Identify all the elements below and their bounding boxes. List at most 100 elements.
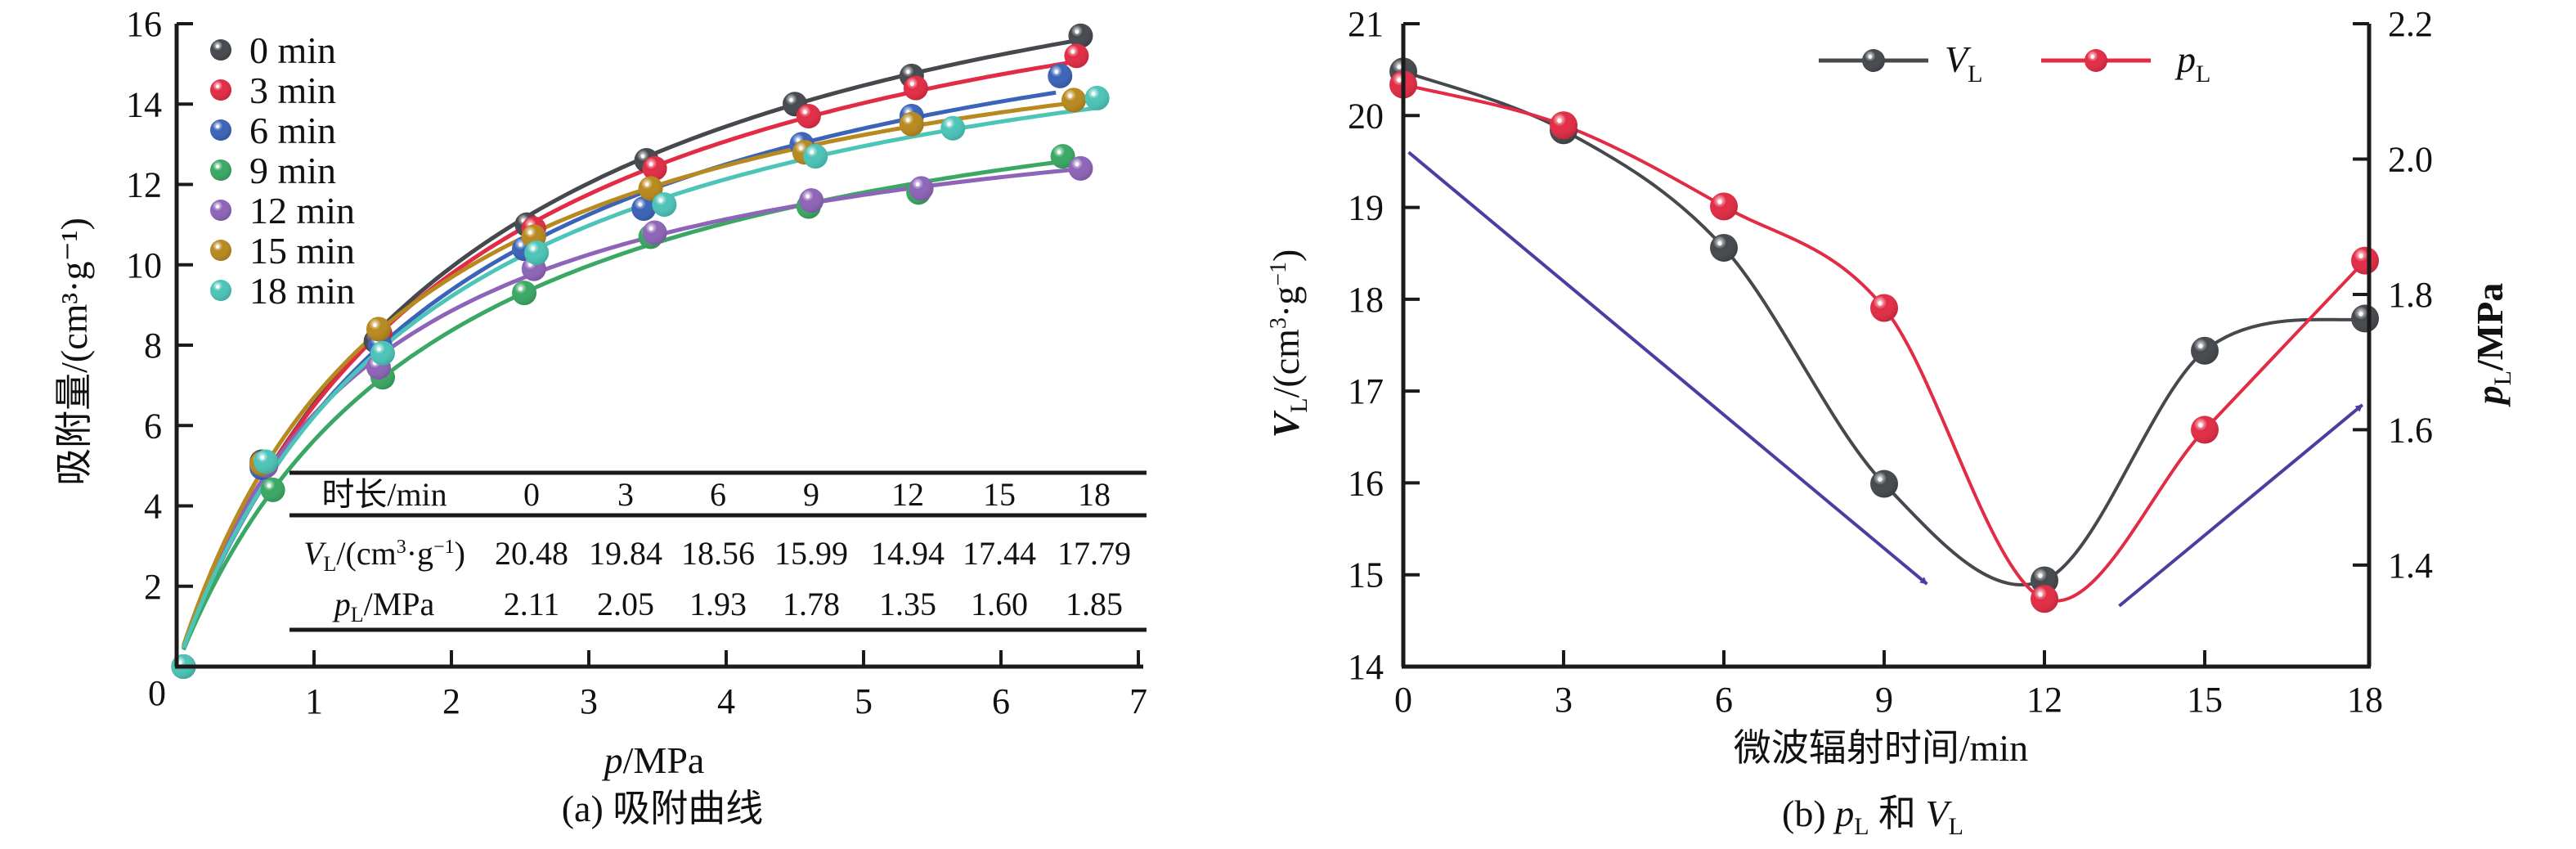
a-point-18-min	[940, 115, 966, 141]
b-caption: (b) pL 和 VL	[1782, 793, 1963, 840]
b-right-y-tick-label: 1.8	[2388, 275, 2433, 315]
trend-arrow-decreasing	[1407, 150, 1928, 586]
a-point-15-min	[638, 176, 663, 201]
b-point-VL	[2351, 304, 2379, 333]
a-point-18-min	[652, 192, 677, 218]
legend-marker-6-min	[210, 119, 231, 141]
table-header-cell: 9	[803, 476, 819, 513]
b-point-pL	[1550, 111, 1577, 140]
b-point-pL	[1870, 294, 1898, 322]
legend-marker-9-min	[210, 159, 231, 181]
b-point-VL	[2191, 336, 2219, 365]
a-point-3-min	[642, 155, 667, 181]
a-x-tick-label: 7	[1129, 681, 1147, 721]
b-x-ticks: 0 3 6 9 12 15 18	[1394, 650, 2383, 720]
table-header-cell: 3	[617, 476, 634, 513]
legend-label-0-min: 0 min	[249, 29, 336, 71]
b-x-tick-label: 6	[1715, 680, 1733, 720]
legend-marker-15-min	[210, 240, 231, 261]
table-cell: 1.78	[783, 586, 840, 622]
a-point-18-min	[803, 144, 828, 169]
b-x-axis-title: 微波辐射时间/min	[1734, 727, 2028, 769]
legend-label-pL: pL	[2174, 38, 2210, 88]
b-point-pL	[2031, 585, 2058, 613]
legend-marker-18-min	[210, 280, 231, 301]
table-header-cell: 6	[710, 476, 726, 513]
legend-marker-VL	[1862, 49, 1885, 72]
a-y-tick-label: 8	[144, 326, 162, 366]
legend-marker-pL	[2085, 49, 2107, 72]
b-right-y-axis-title: pL/MPa	[2469, 283, 2516, 408]
a-y-tick-label: 10	[126, 245, 162, 285]
b-line-VL	[1402, 70, 2366, 586]
b-x-tick-label: 18	[2347, 680, 2383, 720]
b-point-pL	[2351, 246, 2379, 275]
a-y-tick-label: 4	[144, 487, 162, 527]
b-x-tick-label: 12	[2026, 680, 2062, 720]
table-cell: 1.60	[971, 586, 1028, 622]
panel-b: 14 15 16 17 18 19 20 21 1.4 1.6 1.8 2.0 2.2 0 3 6 9 12 1…	[1265, 4, 2516, 840]
a-y-tick-label: 2	[144, 567, 162, 607]
table-cell: 15.99	[774, 535, 848, 572]
legend-marker-0-min	[210, 39, 231, 61]
a-point-15-min	[366, 317, 391, 342]
b-left-y-tick-label: 21	[1348, 4, 1384, 44]
table-row-label: pL/MPa	[332, 586, 435, 627]
b-right-y-tick-label: 1.4	[2388, 546, 2433, 586]
trend-arrow-increasing	[2118, 403, 2364, 608]
table-cell: 20.48	[495, 535, 568, 572]
a-x-tick-label: 3	[580, 681, 598, 721]
b-left-y-tick-label: 17	[1348, 371, 1384, 411]
a-x-ticks: 0 1 2 3 4 5 6 7	[148, 650, 1147, 721]
b-point-VL	[1870, 469, 1898, 498]
a-point-15-min	[899, 111, 924, 137]
table-cell: 1.35	[879, 586, 936, 622]
table-header-cell: 15	[983, 476, 1016, 513]
legend-label-VL: VL	[1945, 38, 1982, 88]
a-point-12-min	[909, 176, 934, 201]
a-caption: (a) 吸附曲线	[562, 788, 764, 829]
a-point-18-min	[1084, 85, 1110, 110]
legend-marker-3-min	[210, 79, 231, 101]
table-header-cell: 12	[891, 476, 924, 513]
a-point-3-min	[1064, 43, 1089, 69]
a-x-tick-label: 1	[305, 681, 323, 721]
b-point-VL	[1710, 233, 1738, 262]
a-point-12-min	[1068, 155, 1093, 181]
b-left-y-ticks: 14 15 16 17 18 19 20 21	[1348, 4, 1420, 687]
a-x-tick-label: 2	[442, 681, 460, 721]
b-data-points	[1389, 57, 2379, 613]
a-data-points	[171, 23, 1110, 679]
table-cell: 17.79	[1057, 535, 1131, 572]
table-cell: 14.94	[871, 535, 945, 572]
b-point-pL	[1710, 192, 1738, 221]
a-point-12-min	[642, 220, 667, 245]
legend-marker-12-min	[210, 200, 231, 221]
table-header-cell: 时长/min	[321, 476, 447, 513]
table-row-label: VL/(cm3·g−1)	[303, 535, 465, 576]
a-y-tick-label: 16	[126, 4, 162, 44]
table-cell: 18.56	[681, 535, 755, 572]
a-point-15-min	[1061, 88, 1087, 113]
b-x-tick-label: 9	[1875, 680, 1893, 720]
a-point-0-min	[1068, 23, 1093, 48]
legend-label-12-min: 12 min	[249, 190, 355, 231]
a-point-9-min	[1050, 144, 1075, 169]
a-point-9-min	[260, 477, 285, 502]
a-point-6-min	[631, 195, 657, 221]
legend-label-18-min: 18 min	[249, 270, 355, 312]
b-point-pL	[2191, 416, 2219, 444]
a-y-ticks: 2 4 6 8 10 12 14 16	[126, 4, 193, 607]
b-right-y-ticks: 1.4 1.6 1.8 2.0 2.2	[2353, 4, 2433, 586]
legend-label-15-min: 15 min	[249, 230, 355, 272]
b-legend: VL pL	[1819, 38, 2210, 88]
b-x-tick-label: 3	[1555, 680, 1573, 720]
a-point-3-min	[903, 75, 928, 101]
a-x-tick-label: 5	[855, 681, 873, 721]
a-point-18-min	[254, 449, 279, 474]
b-right-y-tick-label: 1.6	[2388, 410, 2433, 450]
b-right-y-tick-label: 2.0	[2388, 139, 2433, 179]
